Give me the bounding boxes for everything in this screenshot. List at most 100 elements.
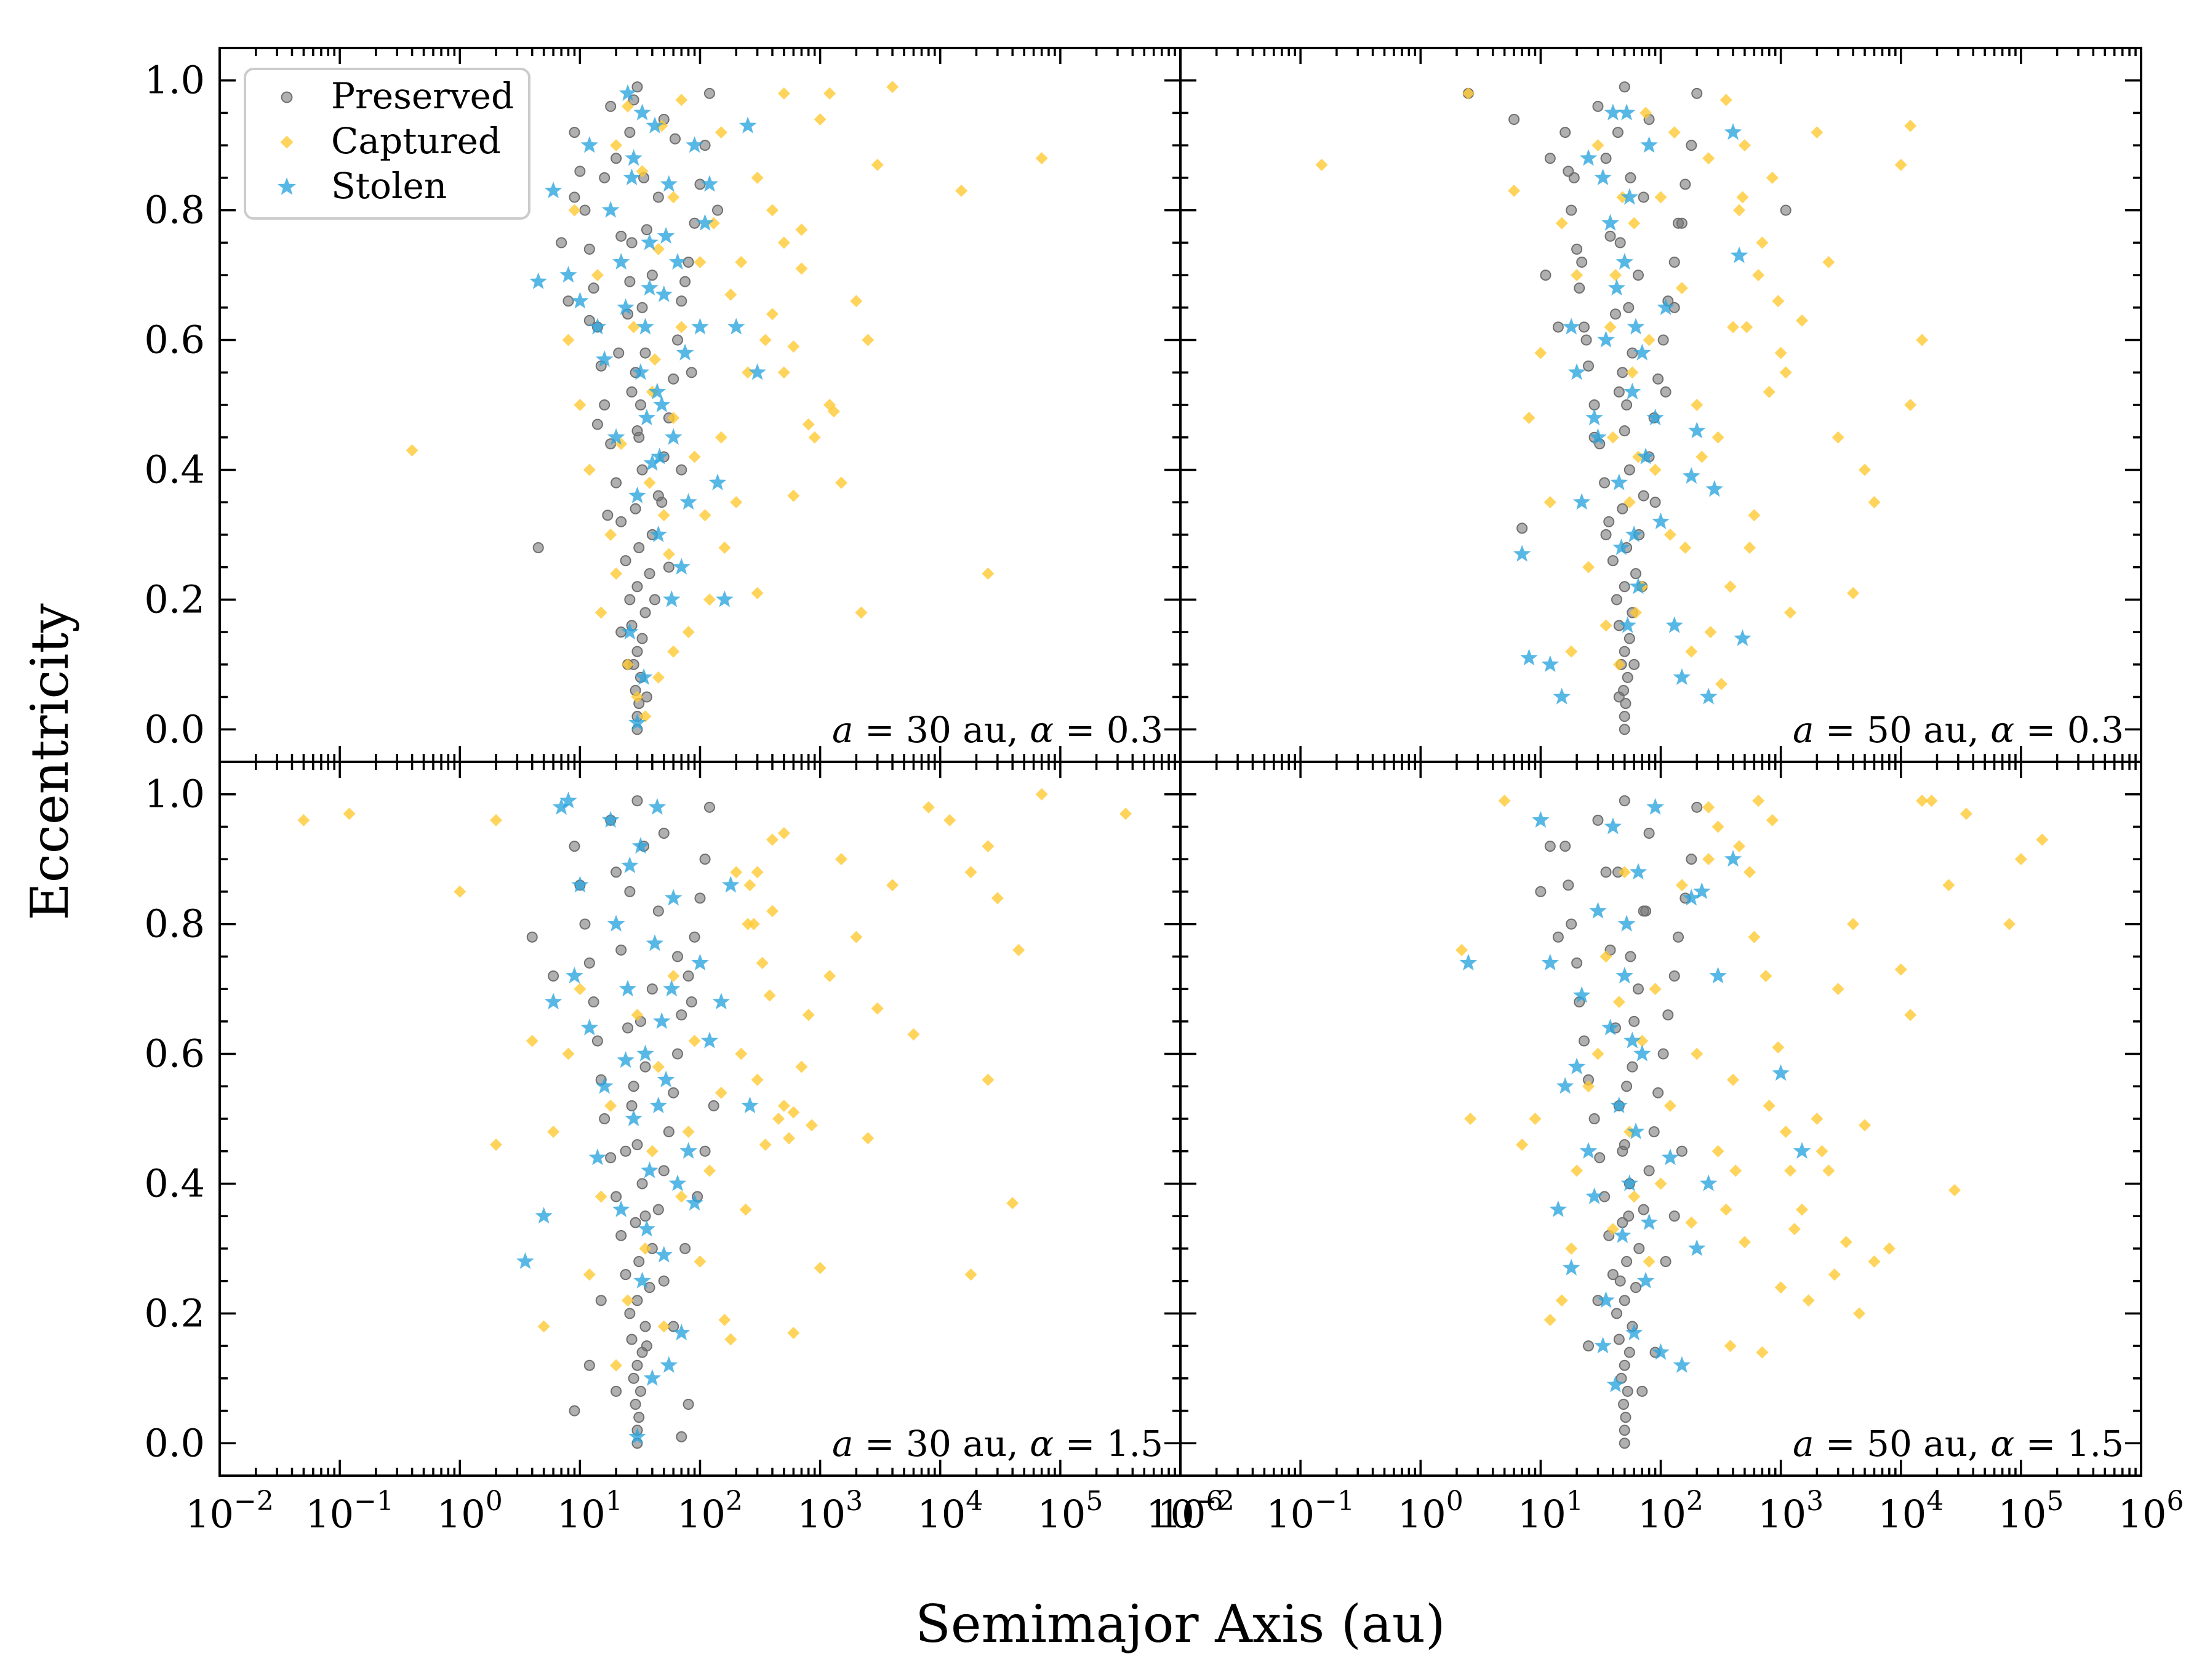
stolen-point: [1567, 1057, 1586, 1074]
preserved-point: [605, 1152, 617, 1164]
stolen-point: [1640, 136, 1658, 153]
stolen-point: [1633, 343, 1651, 361]
captured-point: [1748, 930, 1761, 943]
stolen-point: [1709, 967, 1727, 984]
captured-point: [1679, 542, 1692, 554]
y-tick-label: 0.4: [144, 1161, 205, 1206]
preserved-point: [712, 204, 724, 216]
captured-point: [1631, 450, 1644, 463]
stolen-point: [1705, 480, 1723, 497]
preserved-point: [1643, 828, 1655, 839]
captured-point: [766, 204, 779, 217]
preserved-point: [563, 295, 574, 307]
preserved-point: [668, 1087, 679, 1098]
stolen-point: [1589, 902, 1607, 919]
preserved-point: [631, 646, 643, 657]
stolen-point: [696, 214, 714, 231]
stolen-point: [612, 253, 630, 270]
preserved-point: [658, 828, 670, 839]
preserved-point: [1676, 217, 1688, 229]
captured-point: [1571, 269, 1583, 282]
stolen-point: [727, 318, 745, 335]
captured-point: [1738, 139, 1751, 152]
preserved-point: [1630, 1282, 1641, 1294]
preserved-point: [686, 367, 697, 378]
stolen-point: [601, 201, 620, 218]
captured-point: [777, 827, 790, 839]
stolen-point: [1614, 1226, 1631, 1243]
legend-marker-captured: [280, 135, 294, 149]
captured-point: [1606, 1223, 1619, 1236]
preserved-point: [626, 1334, 638, 1345]
preserved-point: [633, 1412, 645, 1423]
captured-point: [1498, 794, 1511, 807]
stolen-point: [646, 116, 664, 134]
y-tick-label: 0.6: [144, 1031, 205, 1076]
captured-point: [631, 1009, 644, 1022]
stolen-point: [1579, 1142, 1598, 1159]
preserved-point: [1625, 951, 1636, 962]
stolen-point: [1567, 363, 1586, 380]
preserved-point: [1576, 257, 1588, 268]
captured-point: [1675, 879, 1688, 892]
stolen-point: [633, 103, 651, 121]
y-tick-label: 0.8: [144, 902, 205, 946]
captured-point: [1612, 658, 1625, 671]
preserved-point: [1535, 886, 1547, 897]
preserved-point: [1680, 178, 1691, 190]
preserved-point: [631, 1359, 643, 1371]
stolen-point: [653, 1012, 671, 1029]
stolen-point: [668, 253, 687, 270]
captured-point: [1626, 366, 1639, 379]
captured-point: [1772, 1041, 1785, 1054]
captured-point: [718, 542, 731, 554]
captured-point: [667, 191, 680, 204]
y-tick-label: 0.4: [144, 447, 205, 492]
captured-point: [871, 158, 884, 171]
panel-1-points: [406, 81, 1048, 735]
stolen-point: [1589, 428, 1607, 445]
captured-point: [1766, 814, 1779, 826]
captured-point: [1811, 1113, 1824, 1125]
captured-point: [1591, 139, 1604, 152]
stolen-point: [1734, 629, 1752, 646]
captured-point: [1618, 866, 1631, 879]
y-tick-label: 0.0: [144, 706, 205, 751]
preserved-point: [624, 1308, 636, 1319]
x-tick-label: 104: [917, 1486, 983, 1537]
stolen-point: [1646, 409, 1664, 426]
preserved-point: [630, 1217, 641, 1228]
preserved-point: [669, 133, 681, 145]
preserved-point: [526, 931, 538, 943]
stolen-point: [1673, 1356, 1691, 1373]
preserved-point: [1686, 854, 1697, 865]
preserved-point: [1691, 801, 1703, 813]
preserved-point: [569, 841, 580, 852]
stolen-point: [595, 1077, 614, 1094]
captured-point: [1828, 1268, 1841, 1281]
panel-3-label: a = 30 au, α = 1.5: [832, 1423, 1163, 1465]
preserved-point: [1619, 1359, 1630, 1371]
captured-point: [297, 814, 310, 826]
captured-point: [827, 405, 840, 418]
stolen-point: [1562, 318, 1580, 335]
stolen-point: [679, 493, 697, 510]
preserved-point: [671, 1048, 683, 1060]
preserved-point: [611, 477, 622, 489]
stolen-point: [1572, 986, 1591, 1003]
stolen-point: [638, 409, 656, 426]
preserved-point: [1780, 204, 1792, 216]
captured-point: [886, 81, 899, 94]
captured-point: [805, 1119, 818, 1132]
captured-point: [1591, 1047, 1604, 1060]
captured-point: [1664, 1099, 1676, 1112]
captured-point: [1119, 807, 1132, 820]
preserved-point: [1643, 1165, 1655, 1177]
captured-point: [715, 126, 727, 139]
preserved-point: [569, 127, 580, 138]
preserved-point: [615, 516, 627, 527]
preserved-point: [1571, 243, 1583, 255]
preserved-point: [611, 1385, 622, 1397]
captured-point: [622, 658, 635, 671]
captured-point: [574, 399, 587, 411]
